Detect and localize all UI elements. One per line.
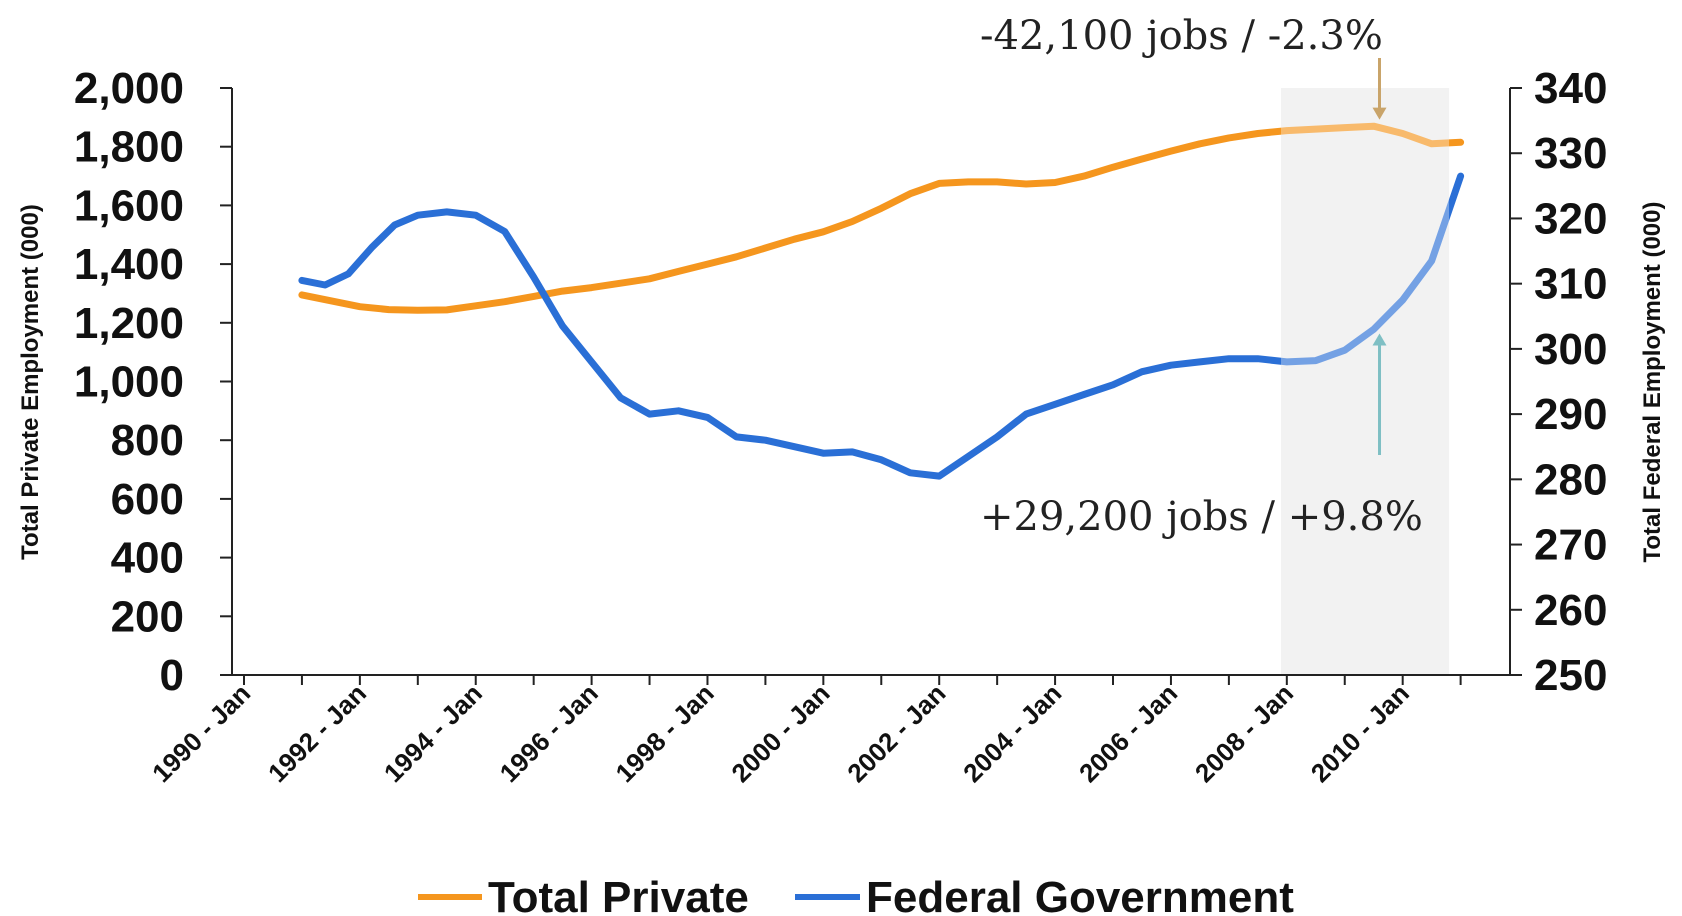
left-y-tick-label: 1,400 xyxy=(74,240,184,289)
left-y-tick-label: 600 xyxy=(111,475,184,524)
x-tick-label: 2004 - Jan xyxy=(957,678,1067,788)
right-y-tick-label: 270 xyxy=(1534,521,1607,570)
x-tick-label: 1994 - Jan xyxy=(378,678,488,788)
right-y-tick-label: 330 xyxy=(1534,129,1607,178)
right-y-tick-label: 300 xyxy=(1534,325,1607,374)
x-tick-label: 2006 - Jan xyxy=(1073,678,1183,788)
right-y-tick-label: 340 xyxy=(1534,64,1607,113)
shaded-region-overlay xyxy=(1281,88,1450,675)
legend-label-federal-government: Federal Government xyxy=(866,873,1294,916)
right-y-tick-label: 310 xyxy=(1534,260,1607,309)
annotation-arrowhead-federal xyxy=(1372,333,1387,346)
right-y-tick-label: 280 xyxy=(1534,455,1607,504)
recession-shaded-region xyxy=(1281,88,1450,675)
left-y-tick-label: 1,000 xyxy=(74,358,184,407)
x-tick-label: 1998 - Jan xyxy=(610,678,720,788)
left-y-tick-label: 800 xyxy=(111,416,184,465)
annotation-private-change: -42,100 jobs / -2.3% xyxy=(980,13,1383,59)
x-tick-label: 2002 - Jan xyxy=(841,678,951,788)
right-y-tick-label: 260 xyxy=(1534,586,1607,635)
left-y-tick-label: 1,600 xyxy=(74,181,184,230)
x-tick-label: 2000 - Jan xyxy=(725,678,835,788)
x-tick-label: 2010 - Jan xyxy=(1305,678,1415,788)
right-axis-title: Total Federal Employment (000) xyxy=(1639,202,1666,563)
x-tick-label: 1992 - Jan xyxy=(262,678,372,788)
right-y-tick-label: 290 xyxy=(1534,390,1607,439)
series-line-total-private xyxy=(298,122,1465,314)
legend-label-total-private: Total Private xyxy=(488,873,749,916)
x-tick-label: 2008 - Jan xyxy=(1189,678,1299,788)
left-y-tick-label: 0 xyxy=(160,651,184,700)
left-y-tick-label: 2,000 xyxy=(74,64,184,113)
annotation-arrowhead-private xyxy=(1372,107,1387,120)
left-y-tick-label: 200 xyxy=(111,592,184,641)
annotation-federal-change: +29,200 jobs / +9.8% xyxy=(980,494,1423,540)
left-y-tick-label: 1,800 xyxy=(74,123,184,172)
right-y-tick-label: 320 xyxy=(1534,194,1607,243)
x-tick-label: 1996 - Jan xyxy=(494,678,604,788)
legend: Total Private Federal Government xyxy=(418,873,1294,916)
left-y-tick-label: 1,200 xyxy=(74,299,184,348)
right-y-tick-label: 250 xyxy=(1534,651,1607,700)
left-y-tick-label: 400 xyxy=(111,534,184,583)
left-axis-title: Total Private Employment (000) xyxy=(17,204,44,560)
series-line-federal-government xyxy=(298,172,1465,480)
